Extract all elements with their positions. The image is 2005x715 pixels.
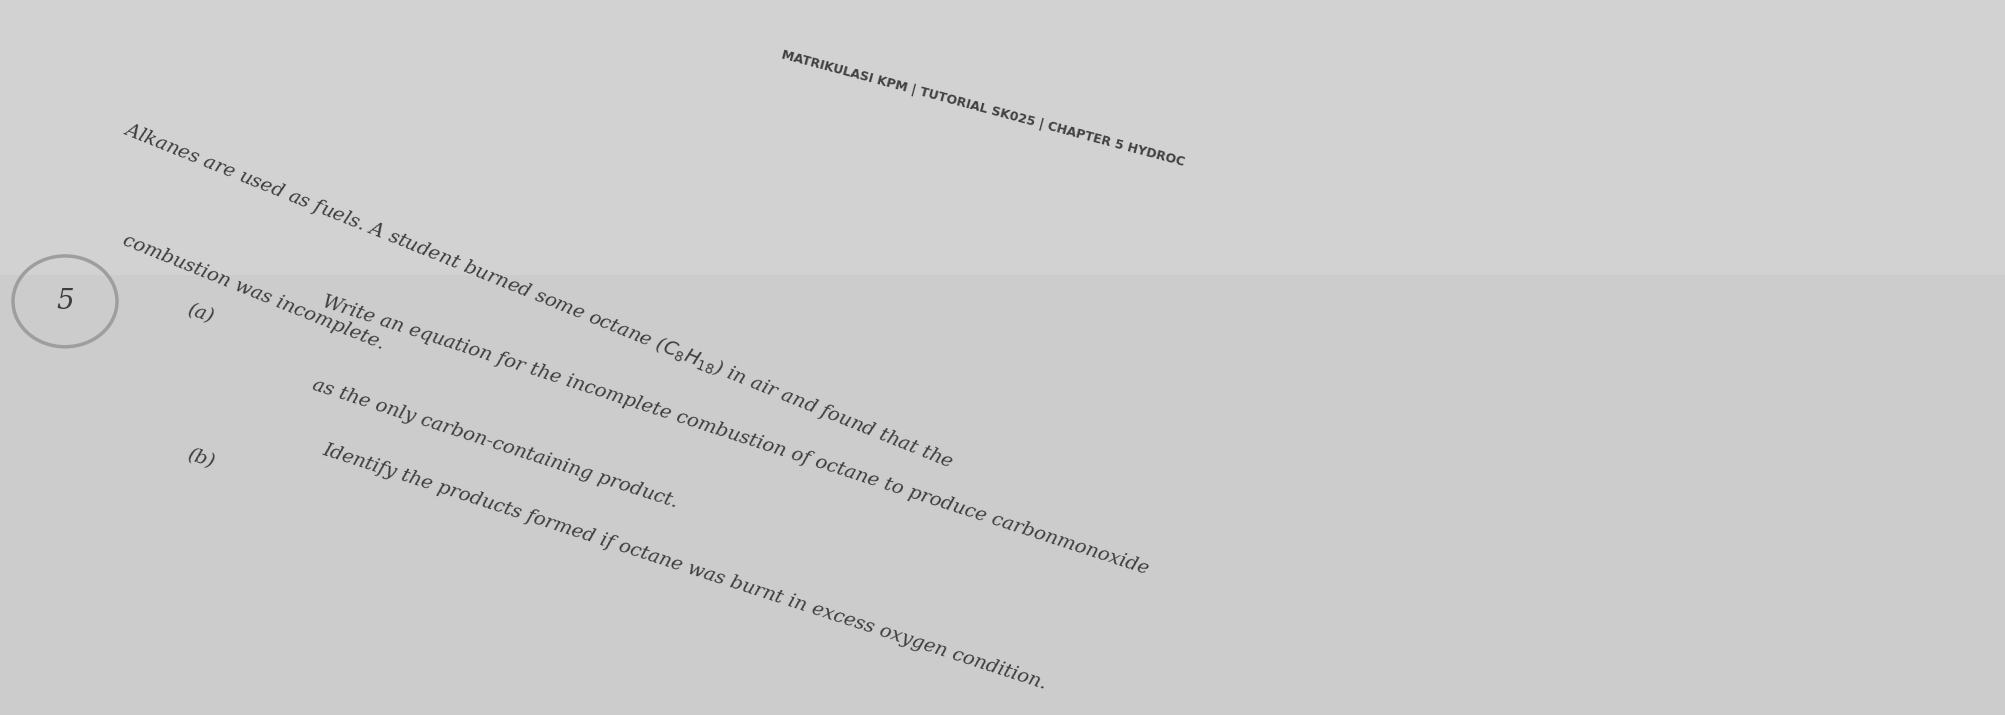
- Text: (a): (a): [184, 301, 217, 327]
- Text: Write an equation for the incomplete combustion of octane to produce carbonmonox: Write an equation for the incomplete com…: [321, 292, 1151, 578]
- Text: as the only carbon-containing product.: as the only carbon-containing product.: [311, 375, 680, 511]
- Text: (b): (b): [184, 445, 217, 471]
- Text: combustion was incomplete.: combustion was incomplete.: [120, 232, 387, 353]
- Text: Alkanes are used as fuels. A student burned some octane ($C_8H_{18}$) in air and: Alkanes are used as fuels. A student bur…: [120, 118, 956, 474]
- Bar: [0, 0, 2005, 275]
- Text: Identify the products formed if octane was burnt in excess oxygen condition.: Identify the products formed if octane w…: [321, 441, 1049, 694]
- Text: 5: 5: [56, 288, 74, 315]
- Text: MATRIKULASI KPM | TUTORIAL SK025 | CHAPTER 5 HYDROC: MATRIKULASI KPM | TUTORIAL SK025 | CHAPT…: [780, 48, 1185, 169]
